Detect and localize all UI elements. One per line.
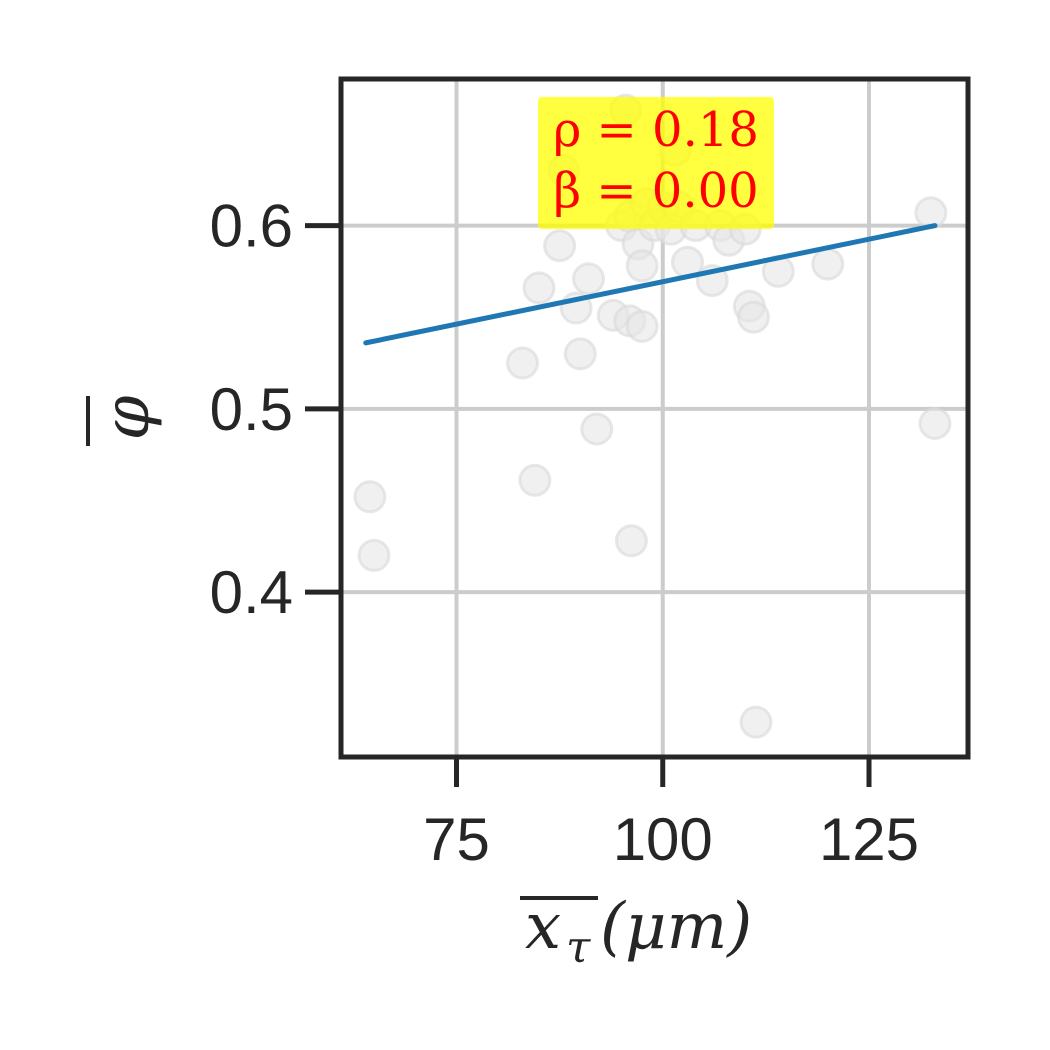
y-tick-label: 0.6 bbox=[210, 193, 293, 260]
data-point bbox=[518, 463, 552, 497]
x-axis-label-unit: (μm) bbox=[600, 890, 752, 964]
data-point bbox=[543, 229, 577, 263]
data-point bbox=[918, 406, 952, 440]
x-axis-label-sub: τ bbox=[566, 922, 591, 973]
y-tick-label: 0.5 bbox=[210, 376, 293, 443]
data-point bbox=[572, 262, 605, 296]
y-axis-label: φ bbox=[90, 395, 164, 440]
data-point bbox=[625, 249, 659, 283]
axis-ticks: 75 100 125 0.4 0.5 0.6 bbox=[210, 193, 919, 873]
regression-line bbox=[363, 223, 938, 346]
stat-annotation: ρ = 0.18 β = 0.00 bbox=[538, 97, 774, 229]
plot-frame bbox=[338, 76, 971, 760]
y-tick-label: 0.4 bbox=[210, 559, 293, 626]
annotation-rho: ρ = 0.18 bbox=[553, 102, 759, 158]
x-axis-label: x τ (μm) bbox=[520, 890, 752, 973]
data-point bbox=[357, 538, 391, 572]
x-tick-label: 100 bbox=[613, 806, 713, 873]
data-point bbox=[353, 480, 387, 514]
data-point bbox=[737, 300, 770, 334]
data-point bbox=[739, 705, 773, 739]
data-point bbox=[522, 271, 556, 305]
x-axis-label-var: x bbox=[525, 890, 561, 964]
data-point bbox=[914, 196, 948, 230]
x-tick-label: 125 bbox=[819, 806, 919, 873]
annotation-beta: β = 0.00 bbox=[553, 163, 758, 219]
data-point bbox=[614, 524, 648, 558]
data-point bbox=[506, 346, 539, 380]
data-point bbox=[563, 337, 597, 371]
data-point bbox=[580, 412, 614, 446]
x-tick-label: 75 bbox=[423, 806, 490, 873]
data-point bbox=[811, 247, 845, 281]
data-point bbox=[625, 309, 659, 343]
annotation-box bbox=[538, 97, 774, 229]
